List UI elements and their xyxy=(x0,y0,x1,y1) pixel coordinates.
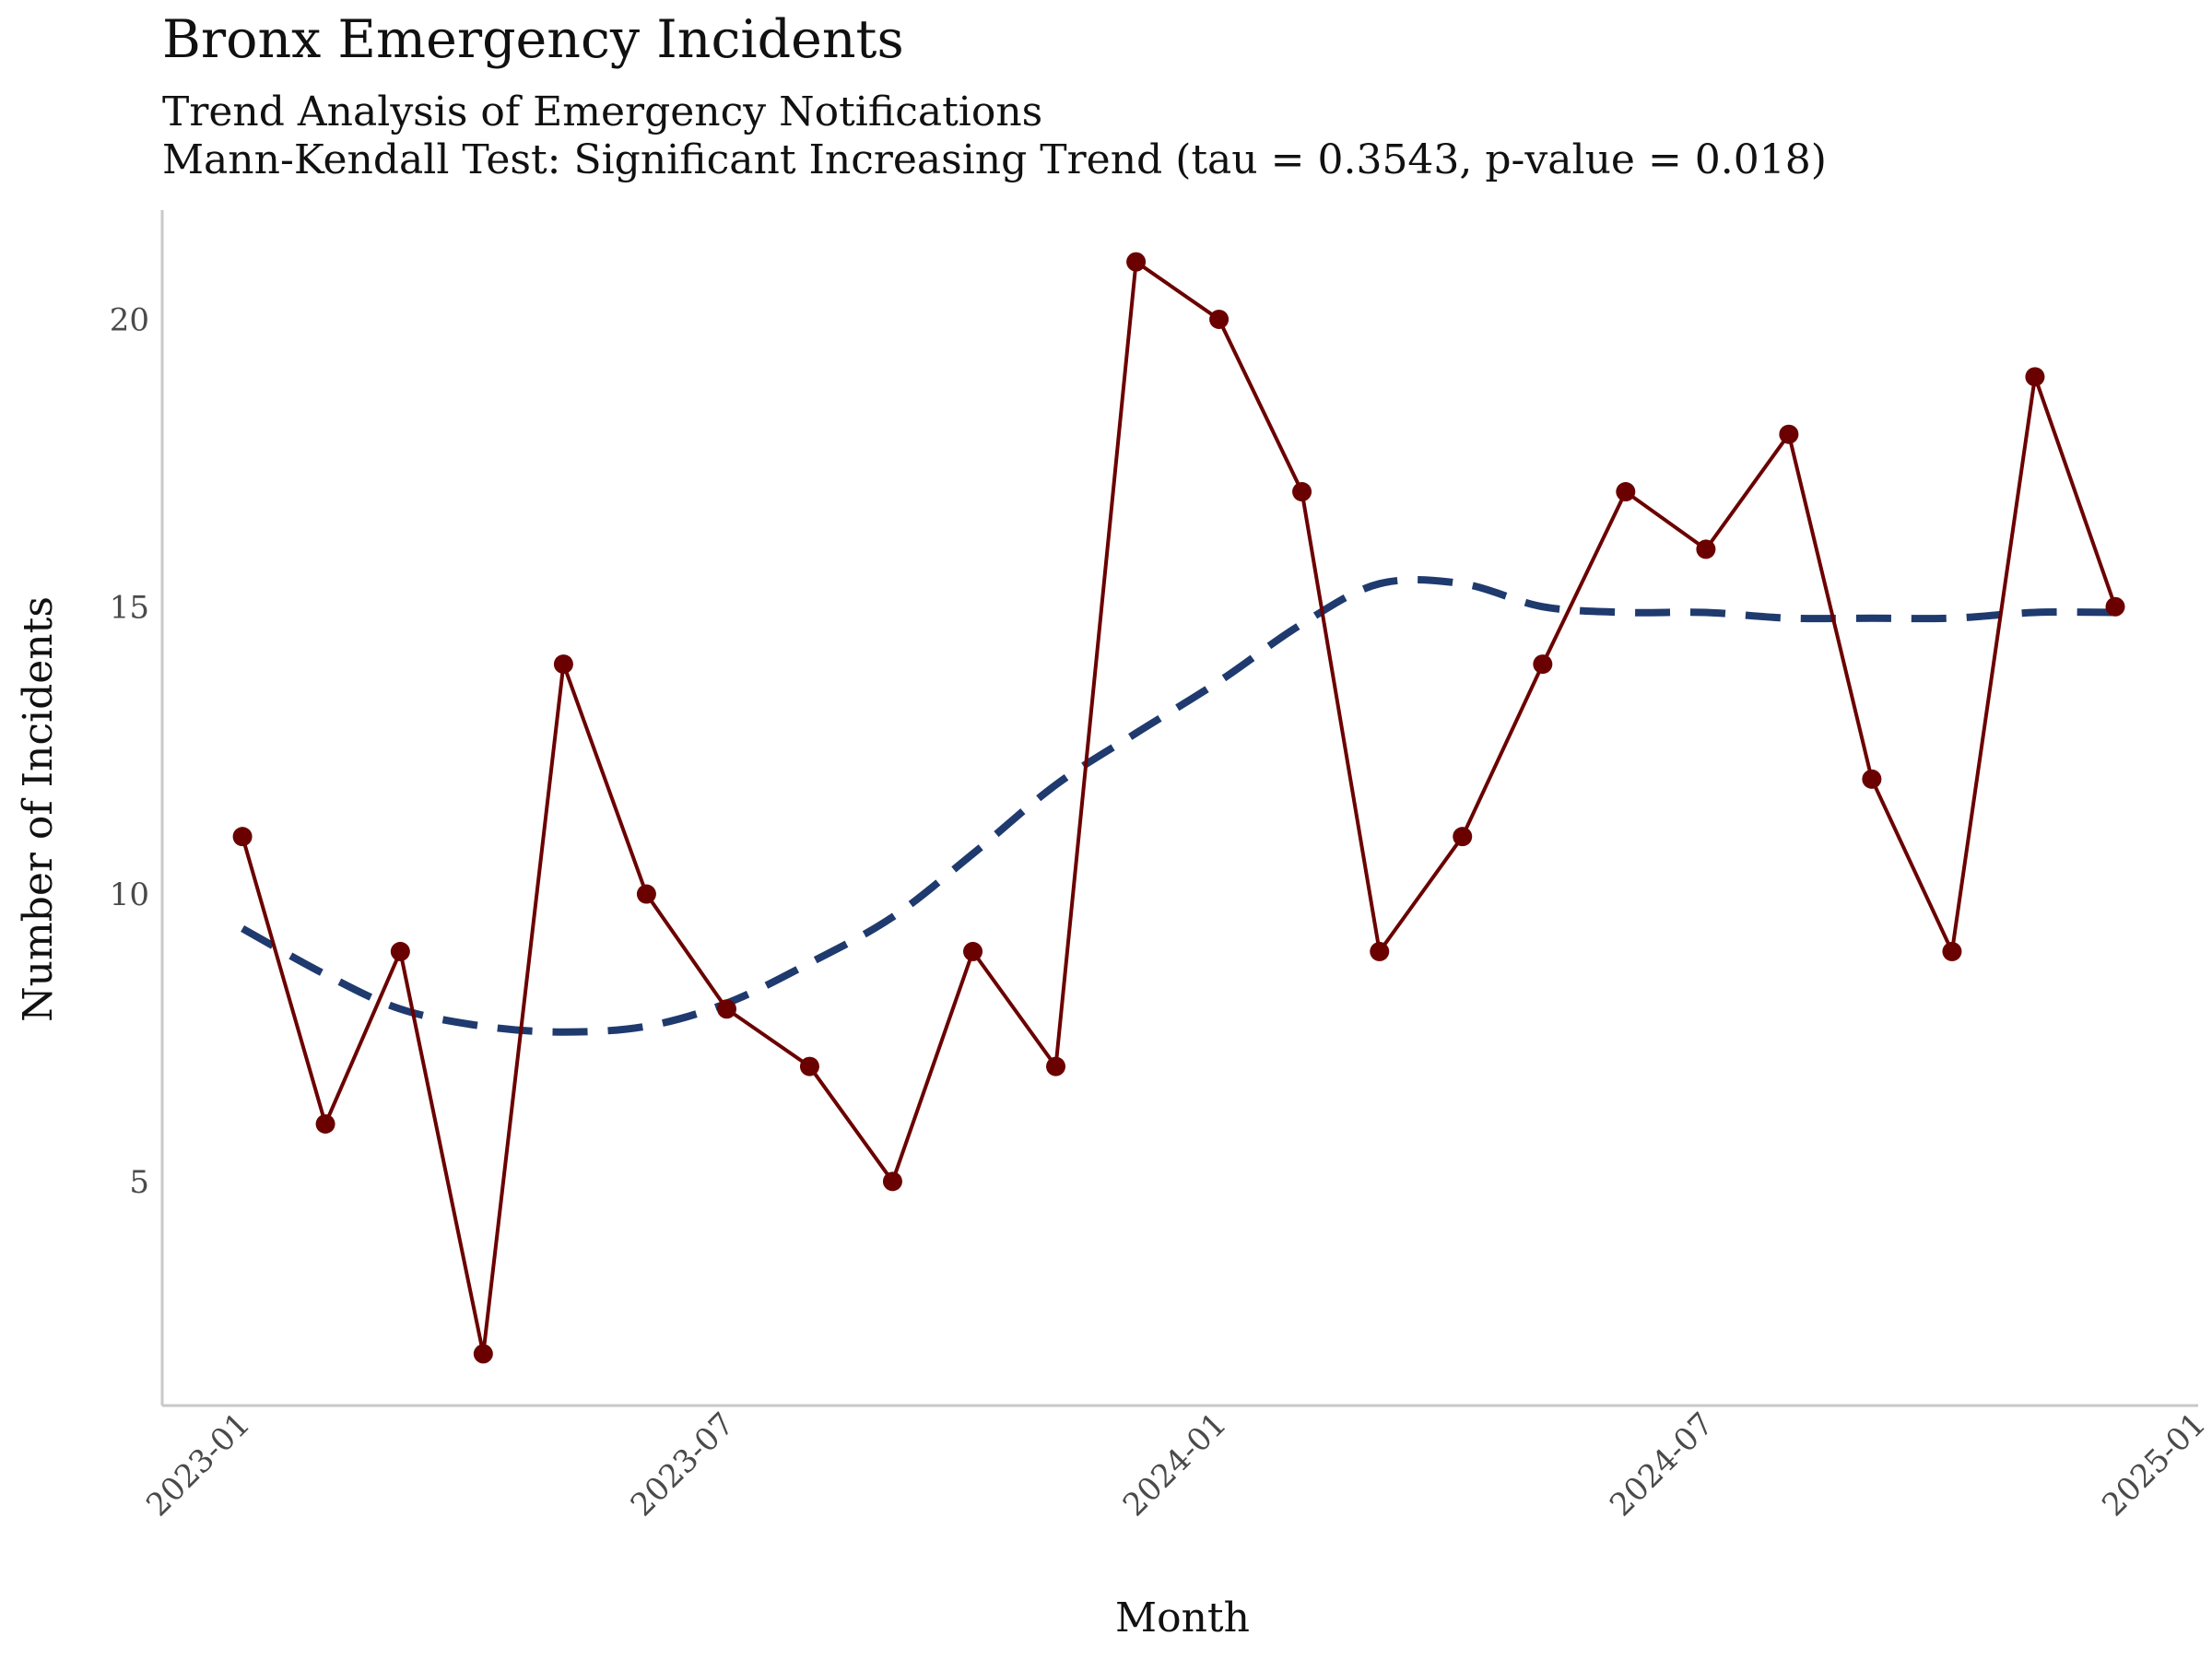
x-tick-label: 2023-07 xyxy=(624,1406,742,1524)
y-axis-ticks: 5 10 15 20 xyxy=(110,301,149,1200)
data-point xyxy=(1862,769,1882,789)
data-point xyxy=(2105,596,2125,617)
y-tick-label: 5 xyxy=(129,1164,149,1201)
data-point xyxy=(882,1171,902,1192)
data-point xyxy=(1533,654,1553,675)
x-tick-label: 2024-07 xyxy=(1603,1406,1721,1524)
data-point xyxy=(1292,482,1312,502)
data-point xyxy=(232,827,253,847)
y-tick-label: 10 xyxy=(110,877,149,913)
y-tick-label: 20 xyxy=(110,301,149,338)
chart-subtitle-line-1: Trend Analysis of Emergency Notification… xyxy=(162,88,1043,135)
data-point xyxy=(1453,827,1473,847)
x-tick-label: 2023-01 xyxy=(139,1406,257,1524)
data-point xyxy=(963,941,983,961)
chart-subtitle-line-2: Mann-Kendall Test: Significant Increasin… xyxy=(162,136,1827,183)
x-tick-label: 2025-01 xyxy=(2095,1406,2212,1524)
chart-title: Bronx Emergency Incidents xyxy=(162,9,904,70)
x-axis-ticks: 2023-01 2023-07 2024-01 2024-07 2025-01 xyxy=(139,1406,2212,1524)
data-point xyxy=(1046,1056,1066,1077)
trend-line xyxy=(241,575,2116,1036)
y-axis-title: Number of Incidents xyxy=(15,596,62,1022)
x-axis-title: Month xyxy=(1115,1594,1250,1641)
data-point xyxy=(2025,367,2045,387)
data-point xyxy=(390,941,410,961)
data-point xyxy=(1942,941,1962,961)
data-point xyxy=(315,1113,335,1134)
data-point xyxy=(1779,424,1799,444)
data-point xyxy=(1616,482,1636,502)
data-point xyxy=(1126,252,1147,272)
data-point xyxy=(553,654,573,675)
data-point xyxy=(636,884,656,904)
data-point xyxy=(473,1344,493,1364)
data-point xyxy=(1370,941,1390,961)
data-point xyxy=(1696,539,1716,559)
series-line xyxy=(241,258,2117,1355)
data-points xyxy=(232,252,2125,1364)
data-point xyxy=(716,999,736,1019)
axes xyxy=(160,210,2198,1407)
data-point xyxy=(1209,309,1230,329)
data-point xyxy=(799,1056,819,1077)
y-tick-label: 15 xyxy=(110,589,149,626)
x-tick-label: 2024-01 xyxy=(1116,1406,1234,1524)
